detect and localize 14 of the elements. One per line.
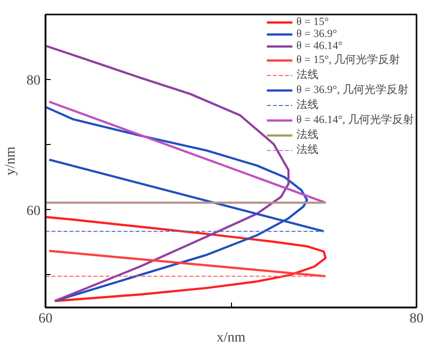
line-series — [46, 216, 327, 302]
line-series — [46, 44, 290, 302]
legend-label: 法线 — [296, 98, 318, 112]
legend-label: 法线 — [296, 128, 318, 142]
legend-label: θ = 46.14° — [296, 40, 342, 52]
x-axis-title: x/nm — [216, 330, 246, 346]
legend-label: θ = 46.14°, 几何光学反射 — [296, 113, 414, 127]
legend-label: θ = 15° — [296, 16, 329, 28]
legend-label: 法线 — [296, 68, 318, 82]
legend-label: θ = 36.9°, 几何光学反射 — [296, 83, 408, 97]
y-axis-title: y/nm — [4, 146, 18, 176]
legend-label: θ = 36.9° — [296, 28, 337, 40]
legend-label: θ = 15°, 几何光学反射 — [296, 53, 400, 67]
legend-label: 法线 — [296, 143, 318, 157]
